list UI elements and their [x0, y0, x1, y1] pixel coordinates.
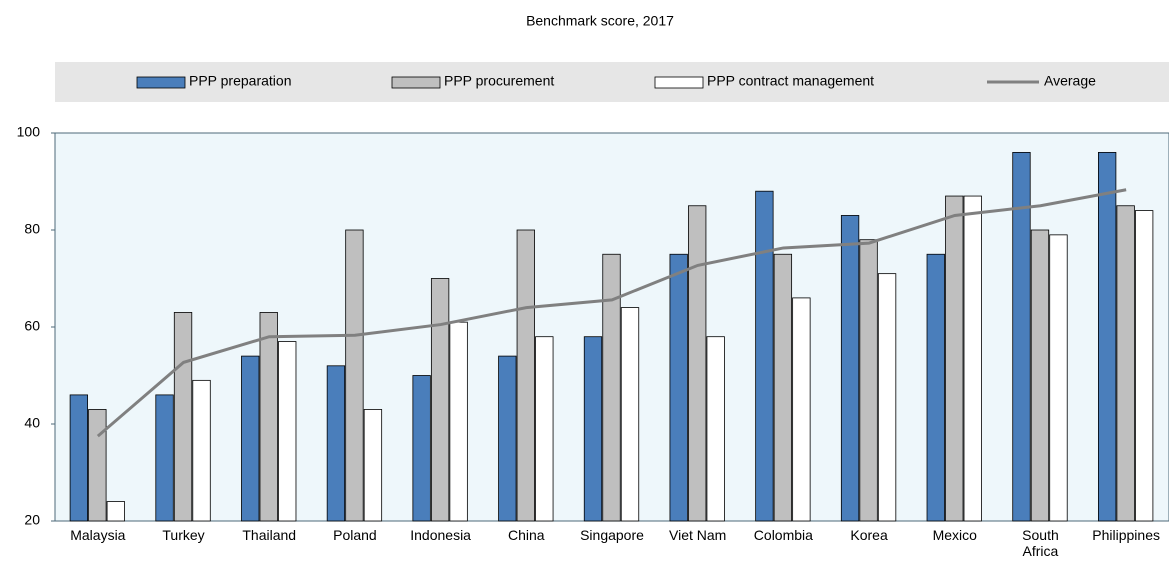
bar: [1098, 151, 1117, 522]
bar: [859, 239, 878, 522]
bar: [840, 215, 860, 522]
y-tick-label: 60: [24, 318, 40, 334]
bar: [688, 205, 707, 522]
x-tick-label: South Africa: [1022, 527, 1059, 559]
bar: [963, 195, 982, 522]
x-tick-label: Mexico: [932, 527, 977, 543]
x-tick-label: Singapore: [580, 527, 644, 543]
bar: [535, 336, 554, 522]
bar: [773, 253, 793, 522]
bar: [412, 375, 431, 522]
legend-swatch: [136, 76, 186, 89]
bar: [363, 409, 383, 522]
x-tick-label: Philippines: [1092, 527, 1160, 543]
legend-label: PPP procurement: [444, 73, 554, 89]
bar: [326, 365, 346, 522]
bar: [1030, 229, 1050, 522]
legend-swatch: [654, 76, 704, 89]
legend-swatch: [391, 76, 441, 89]
legend-box: [55, 62, 1169, 102]
x-tick-label: Turkey: [162, 527, 205, 543]
bar: [602, 253, 621, 522]
bar: [449, 321, 468, 522]
bar: [877, 273, 897, 522]
legend-label: PPP contract management: [707, 73, 874, 89]
bar: [430, 278, 450, 522]
x-tick-label: Korea: [850, 527, 888, 543]
bar: [259, 312, 278, 522]
x-tick-label: Malaysia: [70, 527, 126, 543]
bar: [1012, 151, 1031, 522]
x-tick-label: Colombia: [753, 527, 813, 543]
bar: [792, 297, 811, 522]
x-tick-label: Thailand: [242, 527, 297, 543]
y-tick-label: 40: [24, 415, 40, 431]
y-tick-label: 80: [24, 221, 40, 237]
x-tick-label: Poland: [333, 527, 377, 543]
bar: [241, 355, 260, 522]
bar: [706, 336, 725, 522]
bar: [1135, 210, 1154, 522]
x-tick-label: China: [508, 527, 545, 543]
y-tick-label: 20: [24, 512, 40, 528]
bar: [583, 336, 603, 522]
bar: [278, 341, 297, 522]
bar: [926, 253, 945, 522]
bar: [498, 355, 517, 522]
bar: [88, 409, 107, 522]
bar: [106, 501, 125, 522]
x-tick-label: Viet Nam: [669, 527, 727, 543]
bar: [1049, 234, 1068, 522]
bar: [1116, 205, 1135, 522]
bar: [69, 394, 88, 522]
legend-label: PPP preparation: [189, 73, 291, 89]
bar: [345, 229, 364, 522]
bar: [155, 394, 174, 522]
average-line: [96, 188, 1127, 438]
y-tick-label: 100: [17, 124, 41, 140]
bar: [620, 307, 640, 522]
x-tick-label: Indonesia: [410, 527, 471, 543]
bar: [755, 190, 774, 522]
bar: [669, 253, 688, 522]
chart-title: Benchmark score, 2017: [526, 13, 674, 29]
bar: [516, 229, 535, 522]
legend-label: Average: [1044, 73, 1096, 89]
bar: [945, 195, 964, 522]
bar: [192, 379, 211, 522]
bar: [173, 312, 193, 522]
